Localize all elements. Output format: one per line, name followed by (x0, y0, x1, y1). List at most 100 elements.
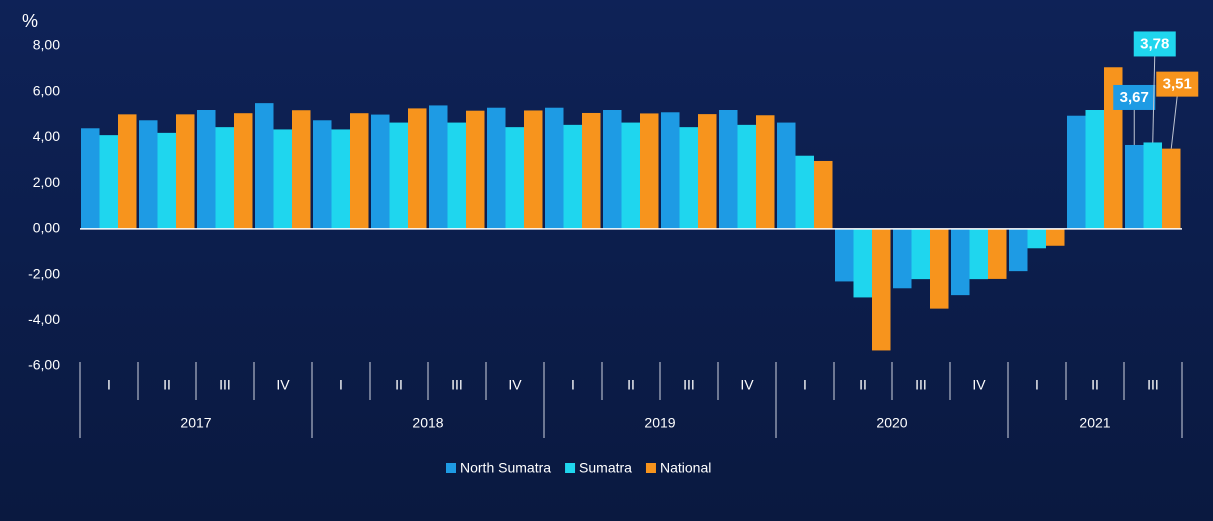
bar (389, 122, 408, 229)
bar (756, 115, 775, 229)
x-tick-label: IV (972, 377, 986, 393)
bar (621, 122, 640, 229)
bar (118, 114, 137, 229)
legend-label: National (660, 460, 711, 476)
bar (814, 160, 833, 229)
x-tick-label: III (683, 377, 695, 393)
bar (1143, 142, 1162, 229)
bar (1085, 110, 1104, 229)
legend-swatch (645, 463, 656, 473)
x-tick-label: III (1147, 377, 1159, 393)
bar (679, 127, 698, 229)
bar (255, 103, 274, 229)
y-tick-label: -2,00 (28, 265, 60, 281)
bar (176, 114, 195, 229)
group-label: 2017 (180, 415, 211, 431)
bar (447, 122, 466, 229)
group-label: 2018 (412, 415, 443, 431)
x-tick-label: I (571, 377, 575, 393)
value-label-box (1133, 31, 1176, 57)
x-tick-label: IV (508, 377, 522, 393)
x-tick-label: II (1091, 377, 1099, 393)
x-tick-label: III (219, 377, 231, 393)
bar (466, 110, 485, 229)
bar (487, 107, 506, 229)
bar (1027, 228, 1046, 249)
bar (563, 124, 582, 229)
x-tick-label: IV (740, 377, 754, 393)
bar (408, 108, 427, 229)
bar (139, 120, 158, 229)
y-tick-label: 6,00 (33, 82, 60, 98)
bar (99, 135, 118, 229)
group-label: 2021 (1079, 415, 1110, 431)
x-tick-label: I (339, 377, 343, 393)
bar (429, 105, 448, 229)
x-tick-label: II (859, 377, 867, 393)
leader-line (1152, 55, 1156, 143)
bar (1046, 228, 1065, 246)
legend-swatch (446, 463, 456, 473)
group-label: 2020 (876, 415, 907, 431)
bar (234, 113, 253, 229)
bar (524, 110, 543, 229)
bar (331, 129, 350, 229)
x-tick-label: I (107, 377, 111, 393)
y-tick-label: 4,00 (33, 128, 60, 144)
value-label-box (1113, 84, 1156, 110)
bar (350, 113, 369, 229)
bar (951, 228, 970, 296)
y-tick-label: 2,00 (33, 174, 60, 190)
x-tick-label: II (395, 377, 403, 393)
bar (640, 113, 659, 229)
bar (872, 228, 891, 351)
x-tick-label: I (1035, 377, 1039, 393)
bar (545, 107, 564, 229)
bar (215, 127, 234, 229)
legend: North Sumatra Sumatra National (446, 460, 711, 476)
y-tick-label: -6,00 (28, 357, 60, 373)
bar (505, 127, 524, 229)
group-label: 2019 (644, 415, 675, 431)
bar (911, 228, 930, 280)
value-label: 3,78 (1140, 35, 1169, 52)
x-tick-label: II (163, 377, 171, 393)
x-tick-label: IV (276, 377, 290, 393)
value-label: 3,67 (1120, 89, 1149, 106)
bar (1067, 115, 1086, 229)
legend-swatch (565, 463, 576, 473)
x-tick-label: I (803, 377, 807, 393)
bar (157, 132, 176, 229)
x-tick-label: III (451, 377, 463, 393)
x-tick-label: III (915, 377, 927, 393)
bar (795, 155, 814, 229)
bar (1009, 228, 1028, 272)
bar (1125, 144, 1144, 229)
bar (698, 114, 717, 229)
bar (292, 110, 311, 229)
bar (930, 228, 949, 309)
y-tick-label: 8,00 (33, 37, 60, 53)
legend-label: Sumatra (579, 460, 632, 476)
legend-label: North Sumatra (460, 460, 551, 476)
bar (835, 228, 854, 282)
bar (988, 228, 1007, 279)
y-unit: % (22, 11, 38, 31)
bar (777, 122, 796, 229)
value-label-box (1156, 71, 1199, 97)
bar (1162, 148, 1181, 229)
bar (273, 129, 292, 229)
bar (893, 228, 912, 289)
bar (81, 128, 100, 229)
y-tick-label: -4,00 (28, 311, 60, 327)
value-label: 3,51 (1163, 76, 1192, 93)
leader-line (1170, 95, 1178, 149)
bar (969, 228, 988, 280)
bar (371, 114, 390, 229)
x-tick-label: II (627, 377, 635, 393)
bar (661, 112, 680, 229)
bar (603, 110, 622, 229)
y-tick-label: 0,00 (33, 220, 60, 236)
